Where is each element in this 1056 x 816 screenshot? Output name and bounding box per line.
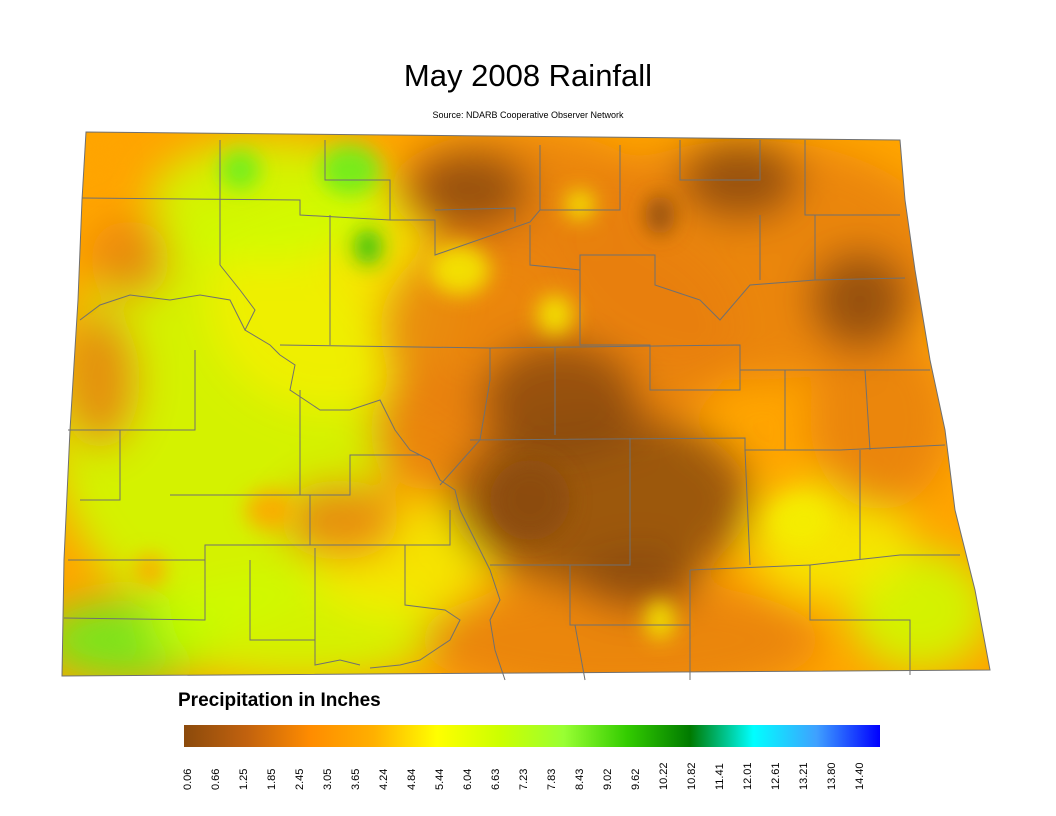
county-borders: [61, 131, 991, 681]
tick-text: 3.05: [322, 768, 334, 790]
colorbar-tick-label: 3.65: [350, 756, 362, 796]
tick-text: 7.83: [546, 768, 558, 790]
tick-text: 11.41: [714, 763, 726, 790]
colorbar-tick-label: 1.85: [266, 756, 278, 796]
colorbar-tick-label: 3.05: [322, 756, 334, 796]
tick-text: 4.24: [378, 768, 390, 790]
tick-text: 6.63: [490, 768, 502, 790]
colorbar-tick-label: 9.62: [630, 756, 642, 796]
tick-text: 13.80: [826, 762, 838, 790]
tick-text: 13.21: [798, 762, 810, 790]
tick-text: 10.82: [686, 762, 698, 790]
colorbar-tick-label: 5.44: [434, 756, 446, 796]
colorbar-tick-label: 12.61: [770, 756, 782, 796]
colorbar-tick-label: 13.21: [798, 756, 810, 796]
tick-text: 0.06: [182, 768, 194, 790]
rainfall-surface: [62, 132, 990, 676]
colorbar-tick-label: 6.63: [490, 756, 502, 796]
map-subtitle: Source: NDARB Cooperative Observer Netwo…: [432, 110, 624, 120]
map-title: May 2008 Rainfall: [403, 58, 653, 93]
north-dakota-rainfall-map: [61, 131, 991, 681]
colorbar-tick-label: 2.45: [294, 756, 306, 796]
tick-text: 1.25: [238, 768, 250, 790]
tick-text: 5.44: [434, 768, 446, 790]
colorbar-tick-label: 10.22: [658, 756, 670, 796]
tick-text: 14.40: [854, 762, 866, 790]
colorbar-tick-label: 12.01: [742, 756, 754, 796]
colorbar-tick-label: 13.80: [826, 756, 838, 796]
tick-text: 7.23: [518, 768, 530, 790]
colorbar-tick-label: 7.23: [518, 756, 530, 796]
tick-text: 10.22: [658, 762, 670, 790]
colorbar-tick-label: 4.24: [378, 756, 390, 796]
colorbar-tick-label: 8.43: [574, 756, 586, 796]
tick-text: 9.02: [602, 768, 614, 790]
colorbar-tick-label: 11.41: [714, 756, 726, 796]
colorbar-tick-label: 6.04: [462, 756, 474, 796]
legend-title: Precipitation in Inches: [178, 690, 381, 711]
colorbar-tick-label: 0.66: [210, 756, 222, 796]
tick-text: 12.01: [742, 762, 754, 790]
tick-text: 9.62: [630, 768, 642, 790]
colorbar-tick-label: 10.82: [686, 756, 698, 796]
colorbar-tick-label: 7.83: [546, 756, 558, 796]
colorbar-tick-label: 4.84: [406, 756, 418, 796]
tick-text: 4.84: [406, 768, 418, 790]
tick-text: 6.04: [462, 768, 474, 790]
tick-text: 3.65: [350, 768, 362, 790]
colorbar-tick-label: 1.25: [238, 756, 250, 796]
colorbar-tick-label: 9.02: [602, 756, 614, 796]
tick-text: 2.45: [294, 768, 306, 790]
tick-text: 0.66: [210, 768, 222, 790]
tick-text: 1.85: [266, 768, 278, 790]
tick-text: 12.61: [770, 762, 782, 790]
tick-text: 8.43: [574, 768, 586, 790]
colorbar-tick-label: 14.40: [854, 756, 866, 796]
precipitation-colorbar: [184, 725, 880, 747]
colorbar-tick-label: 0.06: [182, 756, 194, 796]
